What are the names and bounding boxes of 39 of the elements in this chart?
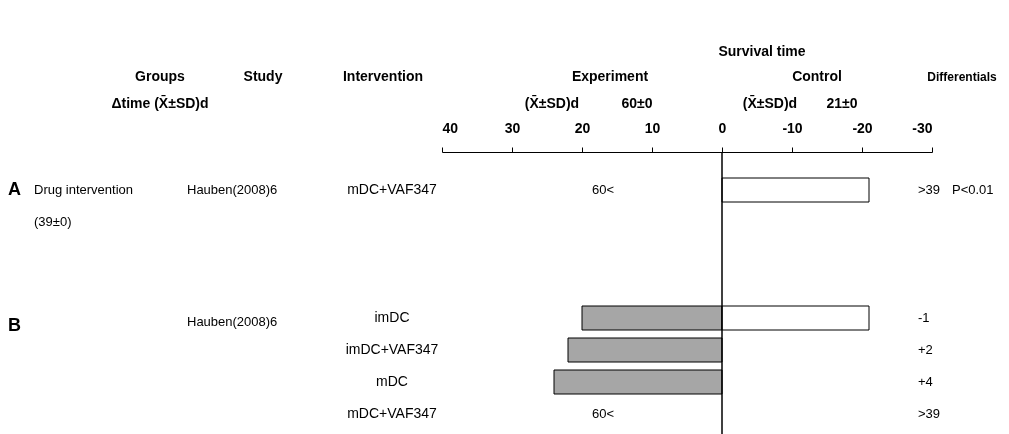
x-tick-label: 40 xyxy=(442,119,459,136)
text: Differentials xyxy=(927,70,997,84)
text: 60< xyxy=(591,406,615,421)
text: Control xyxy=(792,68,842,84)
x-tick-label: 30 xyxy=(504,119,521,136)
text: A xyxy=(8,179,21,199)
text: 60< xyxy=(591,182,615,197)
text: Intervention xyxy=(342,68,424,84)
text: 60±0 xyxy=(621,95,653,111)
annotation: +4 xyxy=(918,374,933,389)
text: Hauben(2008)6 xyxy=(187,314,278,329)
text: P<0.01 xyxy=(952,182,994,197)
annotation: >39 xyxy=(918,182,941,197)
text: Experiment xyxy=(571,68,649,84)
text: Study xyxy=(243,68,283,84)
text: (39±0) xyxy=(34,214,72,229)
annotation: >39 xyxy=(918,406,941,421)
text: Δtime (X̄±SD)d xyxy=(111,94,209,111)
y-tick-label: imDC xyxy=(374,309,410,325)
text: (X̄±SD)d xyxy=(524,94,580,111)
text: (X̄±SD)d xyxy=(742,94,798,111)
annotation: +2 xyxy=(918,342,933,357)
y-tick-label: mDC+VAF347 xyxy=(347,405,438,421)
x-tick-label: -20 xyxy=(852,119,873,136)
text: B xyxy=(8,315,21,335)
text: Groups xyxy=(135,68,186,84)
text: 21±0 xyxy=(826,95,858,111)
x-tick-label: -30 xyxy=(912,119,933,136)
x-tick-label: 10 xyxy=(644,119,661,136)
text: Drug intervention xyxy=(34,182,133,197)
x-tick-label: -10 xyxy=(782,119,803,136)
x-tick-label: 0 xyxy=(718,119,727,136)
y-tick-label: mDC xyxy=(376,373,408,389)
x-tick-label: 20 xyxy=(574,119,591,136)
text: Hauben(2008)6 xyxy=(187,182,278,197)
y-tick-label: mDC+VAF347 xyxy=(347,181,438,197)
annotation: -1 xyxy=(918,310,930,325)
text: Survival time xyxy=(718,43,806,59)
y-tick-label: imDC+VAF347 xyxy=(345,341,439,357)
